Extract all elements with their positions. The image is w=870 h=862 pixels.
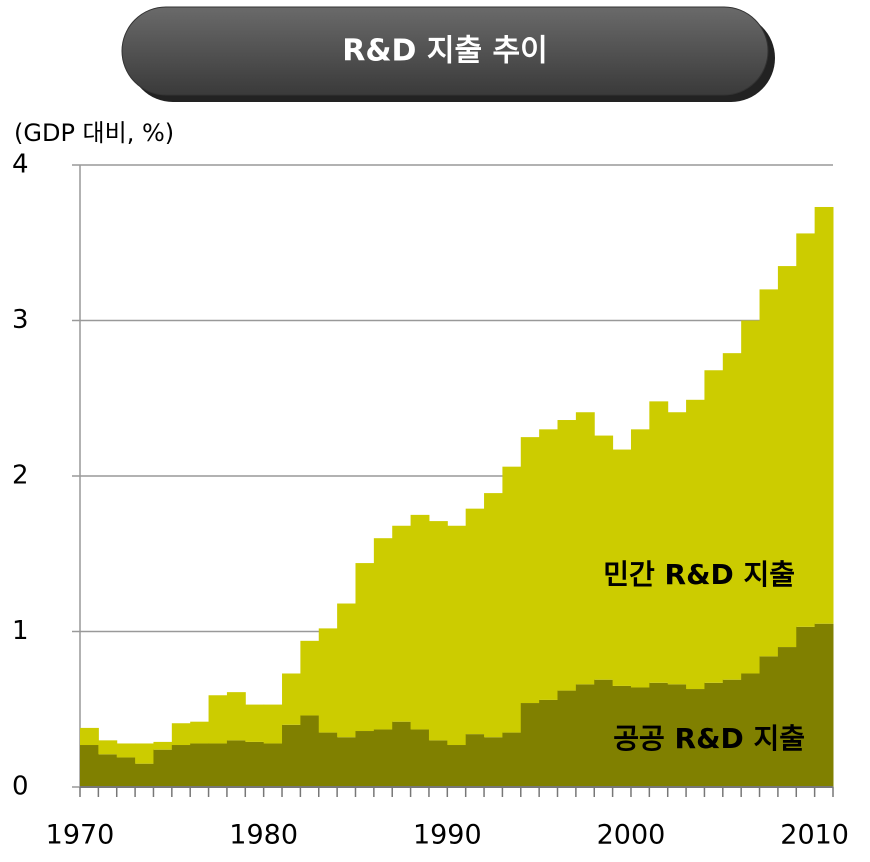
bar-segment bbox=[575, 412, 595, 685]
bar-segment bbox=[667, 412, 687, 685]
bar-segment bbox=[208, 695, 228, 744]
bar-segment bbox=[686, 689, 705, 787]
bar-segment bbox=[686, 399, 705, 690]
bar-segment bbox=[796, 233, 816, 627]
bar-segment bbox=[392, 721, 412, 787]
bar-segment bbox=[484, 737, 503, 787]
bar-segment bbox=[777, 647, 797, 787]
y-tick-label: 2 bbox=[12, 461, 29, 491]
bar-segment bbox=[502, 732, 522, 787]
bar-segment bbox=[484, 493, 503, 738]
bar-segment bbox=[282, 724, 301, 787]
x-tick-label: 1990 bbox=[413, 820, 482, 851]
bar-segment bbox=[741, 320, 761, 674]
bar-segment bbox=[520, 437, 540, 704]
bar-segment bbox=[300, 640, 320, 716]
bar-segment bbox=[171, 745, 191, 787]
bar-segment bbox=[667, 684, 687, 787]
bar-segment bbox=[355, 563, 375, 732]
bar-segment bbox=[447, 745, 467, 787]
bar-segment bbox=[135, 763, 154, 787]
bar-segment bbox=[337, 603, 356, 738]
bar-segment bbox=[649, 682, 669, 787]
y-tick-label: 3 bbox=[12, 305, 29, 335]
bar-segment bbox=[630, 429, 650, 688]
bar-segment bbox=[263, 743, 283, 787]
bar-segment bbox=[355, 731, 375, 787]
bar-segment bbox=[153, 749, 173, 787]
x-tick-label: 2010 bbox=[780, 820, 849, 851]
bar-segment bbox=[410, 729, 430, 787]
y-tick-label: 4 bbox=[12, 150, 29, 180]
bar-segment bbox=[300, 715, 320, 787]
bar-segment bbox=[759, 289, 779, 657]
bar-segment bbox=[245, 704, 265, 742]
y-axis-label: (GDP 대비, %) bbox=[14, 119, 174, 147]
series-label: 민간 R&D 지출 bbox=[603, 558, 795, 591]
bar-segment bbox=[116, 757, 136, 787]
x-tick-label: 1970 bbox=[46, 820, 115, 851]
bar-segment bbox=[428, 521, 448, 741]
bar-segment bbox=[190, 743, 210, 787]
bar-segment bbox=[190, 721, 210, 744]
bar-segment bbox=[392, 525, 412, 722]
bar-segment bbox=[428, 740, 448, 787]
chart-title: R&D 지출 추이 bbox=[342, 34, 547, 69]
bar-segment bbox=[741, 673, 761, 787]
bar-segment bbox=[410, 514, 430, 730]
bar-segment bbox=[557, 420, 577, 691]
bar-segment bbox=[630, 687, 650, 787]
bar-segment bbox=[116, 743, 136, 758]
bar-segment bbox=[373, 729, 393, 787]
bar-segment bbox=[98, 740, 118, 755]
bar-segment bbox=[171, 723, 191, 746]
bar-segment bbox=[649, 401, 669, 683]
title-box bbox=[121, 6, 769, 96]
bar-segment bbox=[777, 266, 797, 648]
bar-segment bbox=[722, 679, 742, 787]
bar-segment bbox=[465, 508, 485, 735]
bar-segment bbox=[226, 740, 246, 787]
bar-segment bbox=[814, 206, 834, 624]
bar-segment bbox=[704, 682, 724, 787]
bar-segment bbox=[282, 673, 301, 725]
series-label: 공공 R&D 지출 bbox=[613, 722, 805, 755]
bar-segment bbox=[208, 743, 228, 787]
bar-segment bbox=[245, 741, 265, 787]
bar-segment bbox=[612, 685, 632, 787]
bar-segment bbox=[594, 679, 614, 787]
bar-segment bbox=[539, 699, 559, 787]
bar-segment bbox=[337, 737, 356, 787]
bar-segment bbox=[502, 466, 522, 733]
bar-segment bbox=[759, 656, 779, 787]
y-tick-label: 1 bbox=[12, 616, 29, 646]
bar-segment bbox=[80, 727, 99, 746]
y-tick-label: 0 bbox=[12, 772, 29, 802]
bar-segment bbox=[704, 370, 724, 683]
x-tick-label: 2000 bbox=[597, 820, 666, 851]
bar-segment bbox=[520, 703, 540, 787]
bar-segment bbox=[796, 626, 816, 787]
bar-segment bbox=[447, 525, 467, 746]
bar-segment bbox=[226, 692, 246, 741]
bar-segment bbox=[318, 628, 338, 733]
bar-segment bbox=[612, 449, 632, 686]
bar-segment bbox=[539, 429, 559, 700]
bar-segment bbox=[373, 538, 393, 730]
bar-segment bbox=[318, 732, 338, 787]
x-tick-label: 1980 bbox=[229, 820, 298, 851]
bar-segment bbox=[465, 734, 485, 787]
bar-segment bbox=[153, 741, 173, 750]
bar-segment bbox=[263, 704, 283, 744]
bar-segment bbox=[98, 754, 118, 787]
bar-segment bbox=[135, 743, 154, 764]
bar-segment bbox=[722, 353, 742, 680]
bar-segment bbox=[575, 684, 595, 787]
bar-segment bbox=[594, 435, 614, 680]
bar-segment bbox=[557, 690, 577, 787]
bar-segment bbox=[814, 623, 834, 787]
bar-segment bbox=[80, 745, 99, 787]
